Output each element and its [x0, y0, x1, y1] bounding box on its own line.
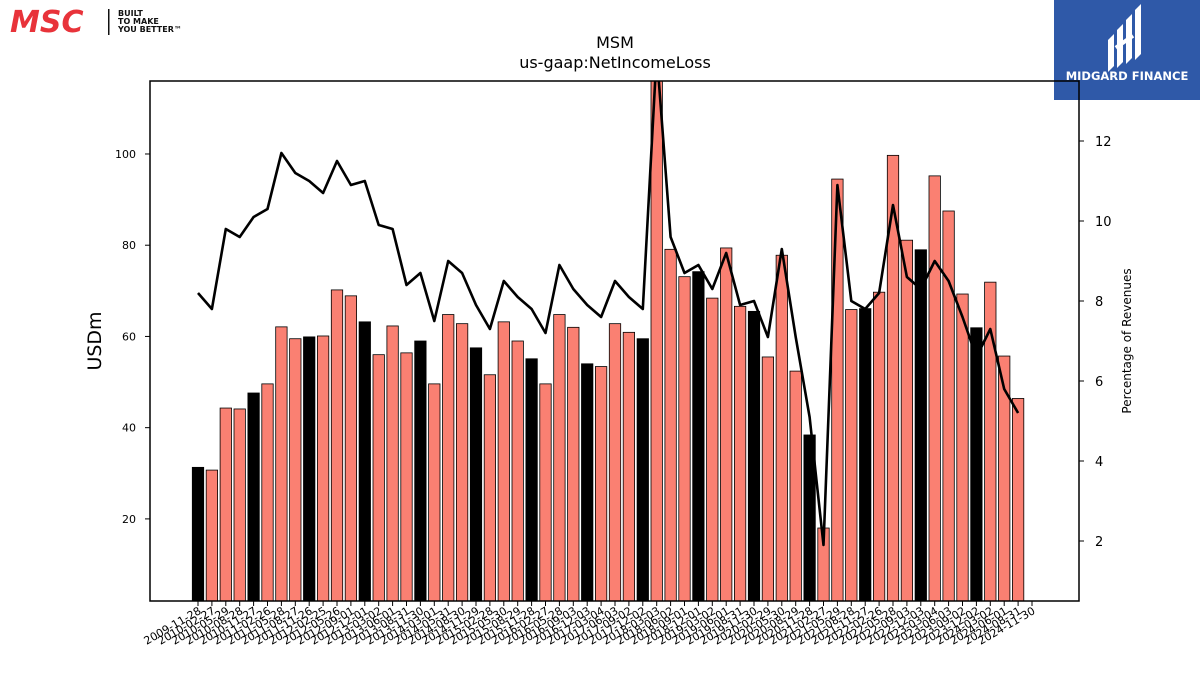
bar	[372, 354, 385, 601]
bar	[483, 374, 497, 601]
y2-tick-label: 12	[1095, 135, 1112, 150]
bar	[553, 314, 566, 601]
bar	[664, 248, 677, 601]
bar	[525, 358, 538, 601]
bar	[650, 81, 663, 601]
bar	[539, 383, 552, 601]
bar	[608, 323, 622, 601]
bar	[859, 308, 872, 601]
bar	[386, 325, 399, 601]
msc-logo-mark: MSC	[10, 5, 83, 40]
bar	[984, 281, 997, 601]
y-tick-label: 40	[122, 422, 136, 435]
bar	[622, 331, 636, 601]
bar	[469, 347, 483, 601]
bar	[233, 408, 246, 601]
bar	[358, 321, 371, 601]
y-tick-label: 60	[122, 330, 136, 343]
midgard-emblem-icon	[1108, 4, 1141, 72]
y-axis: 20 40 60 80 100	[115, 148, 150, 526]
bar	[900, 239, 914, 601]
bar	[845, 309, 858, 601]
bar	[511, 340, 524, 601]
bar	[289, 338, 302, 601]
bar	[205, 469, 218, 601]
bar	[998, 355, 1011, 601]
chart-title: MSM	[596, 33, 634, 52]
bar	[761, 356, 775, 601]
bar	[191, 466, 205, 601]
bar	[720, 247, 733, 601]
bar	[303, 336, 316, 601]
bar	[956, 293, 969, 601]
bar	[455, 323, 469, 601]
bar	[942, 210, 955, 601]
msc-logo: MSC BUILT TO MAKE YOU BETTER™	[8, 4, 198, 42]
y-tick-label: 80	[122, 239, 136, 252]
bar	[747, 310, 761, 601]
msc-tagline-1: BUILT	[118, 9, 143, 18]
bar	[734, 305, 747, 601]
bar	[706, 297, 719, 601]
bar	[1012, 398, 1025, 601]
msc-tagline-2: TO MAKE	[118, 17, 159, 26]
bar	[400, 352, 413, 601]
y-tick-label: 20	[122, 513, 136, 526]
y2-tick-label: 10	[1095, 215, 1112, 230]
bar	[595, 366, 608, 601]
bar	[344, 295, 358, 601]
y2-tick-label: 2	[1095, 535, 1103, 550]
bar	[678, 276, 691, 601]
y2-tick-label: 4	[1095, 455, 1103, 470]
bar	[567, 326, 580, 601]
bar	[247, 392, 260, 601]
bar	[275, 326, 288, 601]
bar	[775, 254, 788, 601]
msc-tagline-3: YOU BETTER™	[117, 25, 182, 34]
bar	[497, 321, 510, 601]
chart-subtitle: us-gaap:NetIncomeLoss	[519, 53, 711, 72]
bar	[581, 363, 594, 601]
y2-tick-label: 8	[1095, 295, 1103, 310]
x-axis: 2009-11-282010-02-272010-05-292010-08-28…	[142, 601, 1038, 648]
y-tick-label: 100	[115, 148, 136, 161]
bar	[886, 154, 900, 601]
bar	[219, 407, 232, 601]
bar	[873, 291, 886, 601]
y2-axis-label: Percentage of Revenues	[1120, 268, 1134, 413]
midgard-name: MIDGARD FINANCE	[1066, 69, 1189, 83]
bar-series	[191, 81, 1025, 601]
bar	[789, 370, 802, 601]
y2-tick-label: 6	[1095, 375, 1103, 390]
line	[197, 81, 1020, 547]
bar	[330, 289, 344, 601]
y-axis-label: USDm	[84, 311, 106, 370]
bar	[261, 383, 274, 601]
bar	[692, 271, 705, 601]
bar	[636, 338, 649, 601]
bar	[414, 340, 427, 601]
bar	[928, 175, 941, 601]
bar	[831, 178, 844, 601]
bar	[442, 314, 455, 601]
y2-axis: 2 4 6 8 10 12	[1079, 135, 1112, 550]
bar	[428, 383, 441, 601]
line-series	[197, 81, 1020, 547]
bar	[970, 327, 983, 601]
bar	[316, 335, 330, 601]
bar	[914, 249, 927, 601]
